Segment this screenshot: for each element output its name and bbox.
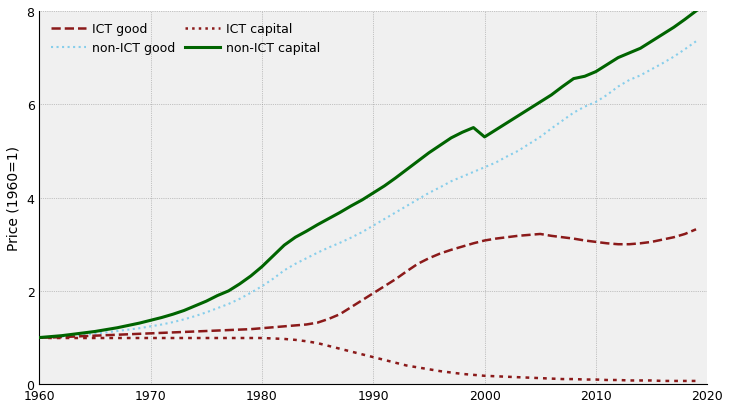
Legend: ICT good, non-ICT good, ICT capital, non-ICT capital: ICT good, non-ICT good, ICT capital, non… (45, 18, 326, 60)
Y-axis label: Price (1960=1): Price (1960=1) (7, 146, 21, 250)
